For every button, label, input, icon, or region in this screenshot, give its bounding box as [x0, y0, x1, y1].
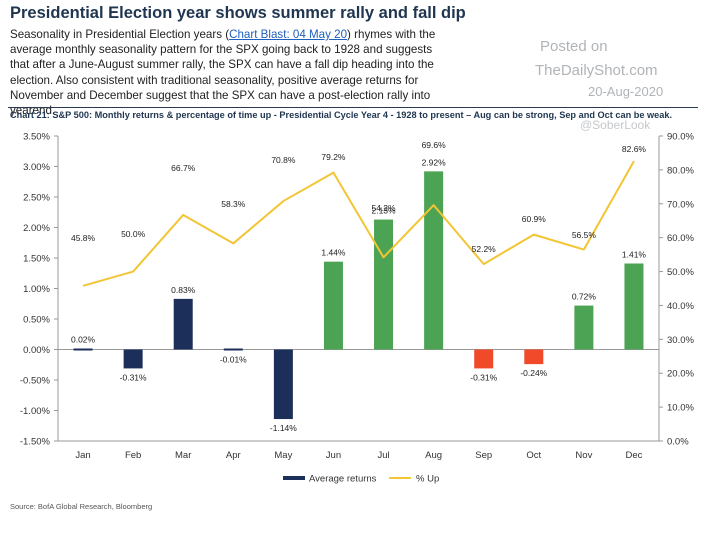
return-bar — [474, 349, 494, 369]
pct-up-data-label: 45.8% — [71, 233, 96, 243]
pct-up-data-label: 66.7% — [171, 163, 196, 173]
x-axis-month-label: Jun — [326, 450, 341, 461]
return-data-label: 2.92% — [422, 157, 447, 167]
return-data-label: -0.01% — [220, 355, 247, 365]
x-axis-month-label: Mar — [175, 450, 191, 461]
posted-date: 20-Aug-2020 — [588, 84, 664, 99]
return-bar — [223, 348, 243, 351]
left-axis-tick-label: 0.50% — [23, 315, 50, 326]
x-axis-month-label: Nov — [575, 450, 592, 461]
right-axis-tick-label: 30.0% — [667, 335, 694, 346]
right-axis-tick-label: 10.0% — [667, 403, 694, 414]
pct-up-data-label: 79.2% — [321, 152, 346, 162]
left-axis-tick-label: 1.00% — [23, 284, 50, 295]
chart-headline: Presidential Election year shows summer … — [10, 4, 466, 22]
chart-title: Chart 21: S&P 500: Monthly returns & per… — [10, 110, 673, 120]
posted-site: TheDailyShot.com — [535, 62, 658, 79]
legend-label-pct-up: % Up — [416, 474, 439, 485]
legend-swatch-average-returns — [283, 476, 305, 480]
chart-blast-link[interactable]: Chart Blast: 04 May 20 — [229, 28, 348, 41]
left-axis-tick-label: -0.50% — [20, 376, 51, 387]
return-data-label: -0.31% — [120, 372, 147, 382]
legend-label-average-returns: Average returns — [309, 474, 377, 485]
left-axis-tick-label: 1.50% — [23, 254, 50, 265]
return-bar — [624, 263, 644, 350]
pct-up-data-label: 60.9% — [522, 214, 547, 224]
left-axis-tick-label: -1.00% — [20, 406, 51, 417]
return-data-label: -1.14% — [270, 423, 297, 433]
return-bar — [524, 349, 544, 365]
right-axis-tick-label: 80.0% — [667, 165, 694, 176]
x-axis-month-label: Dec — [626, 450, 643, 461]
right-axis-tick-label: 40.0% — [667, 301, 694, 312]
description-text-start: Seasonality in Presidential Election yea… — [10, 28, 230, 41]
return-bar — [424, 171, 444, 350]
right-axis-tick-label: 20.0% — [667, 369, 694, 380]
return-data-label: 0.02% — [71, 335, 96, 345]
pct-up-data-label: 82.6% — [622, 144, 647, 154]
x-axis-month-label: Feb — [125, 450, 141, 461]
return-bar — [323, 261, 343, 350]
pct-up-data-label: 69.6% — [422, 140, 447, 150]
left-axis-tick-label: 2.00% — [23, 223, 50, 234]
return-bar — [574, 305, 594, 350]
header-divider — [8, 107, 698, 108]
return-data-label: 2.13% — [371, 206, 396, 216]
return-bar — [273, 349, 293, 420]
left-axis-tick-label: 3.00% — [23, 162, 50, 173]
pct-up-data-label: 50.0% — [121, 229, 146, 239]
left-axis-tick-label: 3.50% — [23, 132, 50, 143]
x-axis-month-label: Jan — [75, 450, 90, 461]
x-axis-month-label: May — [274, 450, 292, 461]
pct-up-data-label: 70.8% — [271, 155, 296, 165]
return-bar — [173, 298, 193, 350]
left-axis-tick-label: 2.50% — [23, 193, 50, 204]
return-bar — [374, 219, 394, 350]
x-axis-month-label: Oct — [526, 450, 541, 461]
x-axis-month-label: Aug — [425, 450, 442, 461]
pct-up-data-label: 56.5% — [572, 230, 597, 240]
return-data-label: 0.72% — [572, 292, 597, 302]
right-axis-tick-label: 90.0% — [667, 132, 694, 143]
x-axis-month-label: Apr — [226, 450, 241, 461]
right-axis-tick-label: 0.0% — [667, 437, 689, 448]
return-data-label: -0.24% — [520, 368, 547, 378]
source-note: Source: BofA Global Research, Bloomberg — [10, 502, 153, 511]
posted-on-label: Posted on — [540, 38, 608, 55]
x-axis-month-label: Sep — [475, 450, 492, 461]
return-bar — [123, 349, 143, 369]
return-data-label: 0.83% — [171, 285, 196, 295]
x-axis-month-label: Jul — [377, 450, 389, 461]
return-bar — [73, 348, 93, 351]
pct-up-line — [82, 160, 635, 287]
pct-up-data-label: 54.2% — [371, 203, 396, 213]
return-data-label: 1.44% — [321, 248, 346, 258]
return-data-label: -0.31% — [470, 372, 497, 382]
soberlook-watermark: @SoberLook — [580, 118, 651, 132]
pct-up-data-label: 52.2% — [472, 244, 497, 254]
right-axis-tick-label: 60.0% — [667, 233, 694, 244]
right-axis-tick-label: 50.0% — [667, 267, 694, 278]
left-axis-tick-label: -1.50% — [20, 437, 51, 448]
return-data-label: 1.41% — [622, 249, 647, 259]
pct-up-data-label: 58.3% — [221, 199, 246, 209]
right-axis-tick-label: 70.0% — [667, 199, 694, 210]
left-axis-tick-label: 0.00% — [23, 345, 50, 356]
